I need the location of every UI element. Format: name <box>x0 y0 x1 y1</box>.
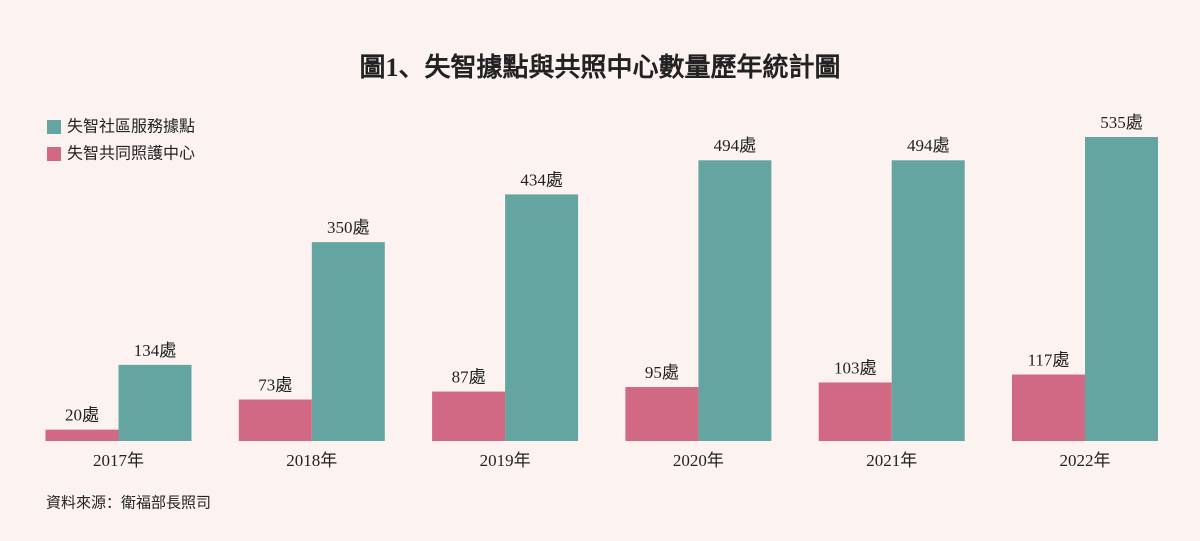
source: 資料來源：衛福部長照司 <box>46 494 211 512</box>
value-label: 87處 <box>452 367 486 386</box>
x-tick-label: 2021年 <box>866 451 917 470</box>
value-label: 494處 <box>714 136 757 155</box>
bar <box>1085 137 1158 441</box>
bar <box>238 399 312 441</box>
bar <box>1012 374 1085 441</box>
legend-swatch <box>47 147 61 161</box>
chart-title: 圖1、失智據點與共照中心數量歷年統計圖 <box>359 52 840 82</box>
x-tick-label: 2020年 <box>673 451 724 470</box>
legend-label: 失智社區服務據點 <box>67 117 195 136</box>
value-label: 494處 <box>907 136 950 155</box>
bar <box>891 160 965 442</box>
bar <box>818 382 892 441</box>
bar <box>45 429 119 441</box>
value-label: 350處 <box>327 218 370 237</box>
bar <box>311 242 385 441</box>
x-tick-label: 2019年 <box>480 451 531 470</box>
value-label: 103處 <box>834 358 877 377</box>
x-tick-label: 2022年 <box>1060 451 1111 470</box>
x-tick-label: 2017年 <box>93 451 144 470</box>
legend-label: 失智共同照護中心 <box>67 144 195 163</box>
value-label: 535處 <box>1100 113 1143 132</box>
value-label: 95處 <box>645 363 679 382</box>
value-label: 73處 <box>258 375 292 394</box>
legend-swatch <box>47 120 61 134</box>
bar <box>505 194 579 441</box>
bar <box>118 364 192 441</box>
x-tick-label: 2018年 <box>286 451 337 470</box>
bar <box>698 160 772 442</box>
value-label: 434處 <box>520 170 563 189</box>
bar <box>432 391 506 441</box>
value-label: 20處 <box>65 406 99 425</box>
value-label: 117處 <box>1028 350 1070 369</box>
value-label: 134處 <box>134 341 177 360</box>
bar <box>625 387 699 441</box>
